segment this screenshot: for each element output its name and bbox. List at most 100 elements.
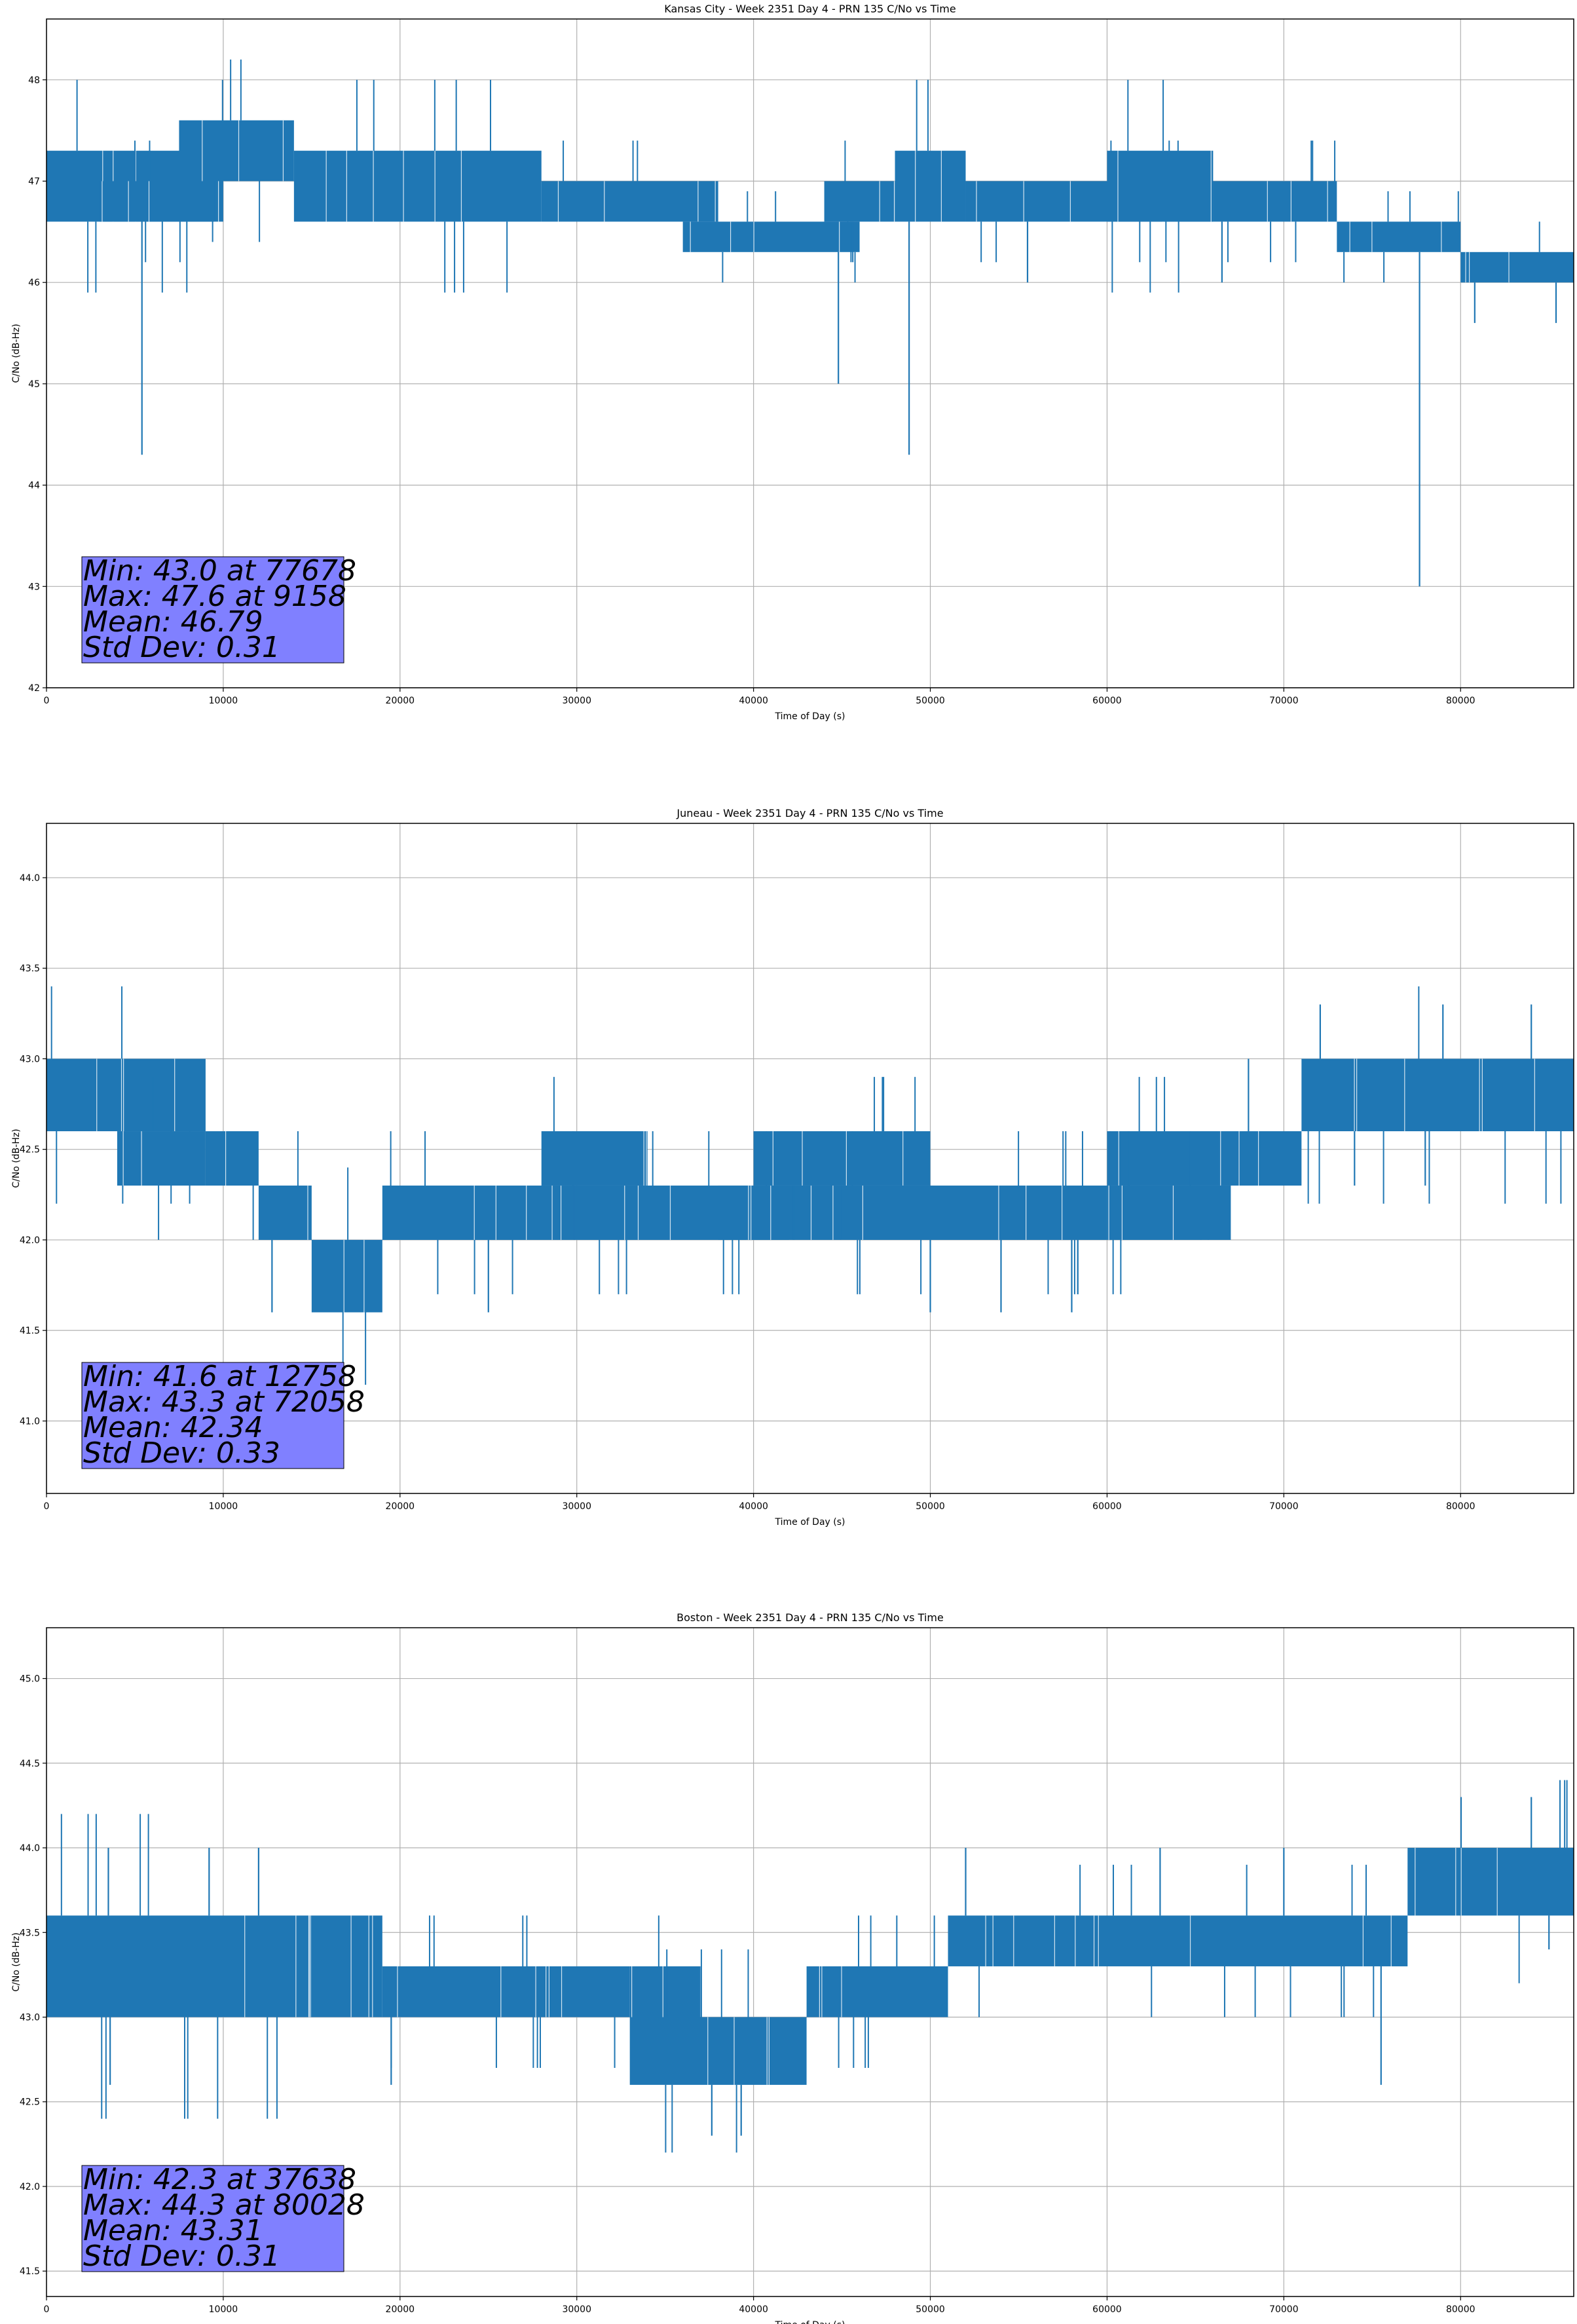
stats-mean-text: Mean: 42.34 [83,1411,263,1444]
data-band-segment [895,151,966,222]
y-tick-label: 42 [28,683,40,694]
y-tick-label: 43.5 [20,964,40,974]
y-tick-label: 41.5 [20,1326,40,1336]
data-band-segment [541,181,718,222]
chart-title: Kansas City - Week 2351 Day 4 - PRN 135 … [664,3,955,15]
x-tick-label: 10000 [209,696,238,706]
x-tick-label: 40000 [739,2304,768,2315]
x-tick-label: 40000 [739,696,768,706]
x-tick-label: 20000 [386,696,415,706]
data-band-segment [179,120,294,181]
plot-frame [46,823,1574,1494]
x-tick-label: 60000 [1092,1501,1122,1512]
y-tick-label: 41.0 [20,1416,40,1427]
chart-panel-2: 0 10000 20000 30000 40000 50000 60000 70000 8000… [11,1611,1574,2324]
x-tick-label: 70000 [1269,1501,1299,1512]
x-tick-label: 50000 [916,1501,945,1512]
y-tick-label: 41.5 [20,2266,40,2277]
x-axis-title: Time of Day (s) [775,1517,845,1527]
stats-max-text: Max: 47.6 at 9158 [83,580,346,613]
x-axis-title: Time of Day (s) [775,711,845,722]
data-band-segment [1460,252,1574,283]
data-band-segment [46,1059,206,1132]
x-tick-label: 40000 [739,1501,768,1512]
chart-panel-0: 0 10000 20000 30000 40000 50000 60000 70000 8000… [11,3,1574,722]
y-tick-label: 42.5 [20,1145,40,1155]
stats-mean-text: Mean: 46.79 [83,605,263,639]
stats-mean-text: Mean: 43.31 [83,2214,263,2247]
x-tick-label: 60000 [1092,696,1122,706]
data-band-segment [205,1131,259,1186]
chart-panel-1: 0 10000 20000 30000 40000 50000 60000 70000 8000… [11,807,1574,1527]
data-band-segment [258,1185,312,1240]
data-band-segment [629,1966,701,2017]
x-axis-title: Time of Day (s) [775,2320,845,2324]
y-axis-title: C/No (dB-Hz) [11,1129,22,1188]
stats-std-text: Std Dev: 0.31 [83,631,280,664]
data-series-cno [46,1780,1574,2153]
y-tick-label: 44.5 [20,1759,40,1769]
y-tick-label: 44.0 [20,1843,40,1854]
stats-box [81,1362,344,1469]
y-tick-label: 43.0 [20,1054,40,1064]
x-tick-label: 70000 [1269,2304,1299,2315]
x-tick-label: 30000 [562,1501,591,1512]
stats-max-text: Max: 44.3 at 80028 [83,2188,365,2222]
x-tick-label: 80000 [1446,2304,1475,2315]
y-tick-label: 43 [28,582,40,592]
y-tick-label: 42.0 [20,2182,40,2192]
y-tick-label: 42.5 [20,2097,40,2108]
x-tick-label: 80000 [1446,1501,1475,1512]
y-axis-title: C/No (dB-Hz) [11,324,22,383]
y-tick-label: 47 [28,177,40,187]
x-tick-label: 30000 [562,2304,591,2315]
data-band-segment [718,1185,1107,1240]
x-tick-label: 10000 [209,1501,238,1512]
data-band-segment [99,181,215,222]
y-tick-label: 45 [28,379,40,390]
data-band-segment [117,1131,206,1186]
y-tick-label: 46 [28,278,40,288]
data-band-segment [1107,1131,1302,1186]
x-tick-label: 50000 [916,696,945,706]
data-series-cno [46,59,1574,587]
stats-std-text: Std Dev: 0.33 [83,1436,280,1470]
data-band-segment [824,181,895,222]
stats-max-text: Max: 43.3 at 72058 [83,1385,365,1419]
data-band-segment [682,221,860,252]
data-band-segment [311,1239,382,1313]
plot-frame [46,18,1574,688]
data-band-segment [806,1966,948,2017]
x-tick-label: 80000 [1446,696,1475,706]
data-series-cno [46,986,1574,1385]
x-tick-label: 0 [44,1501,50,1512]
x-tick-label: 60000 [1092,2304,1122,2315]
data-band-segment [293,151,542,222]
stats-box [81,2165,344,2272]
y-tick-label: 44 [28,481,40,491]
stats-std-text: Std Dev: 0.31 [83,2240,280,2273]
y-tick-label: 45.0 [20,1674,40,1685]
y-axis-title: C/No (dB-Hz) [11,1932,22,1991]
data-band-segment [753,1131,931,1186]
x-tick-label: 10000 [209,2304,238,2315]
data-band-segment [46,1915,382,2017]
data-band-segment [1213,181,1337,222]
plot-frame [46,1627,1574,2297]
data-band-segment [1301,1059,1574,1132]
data-band-segment [541,1131,648,1186]
x-tick-label: 20000 [386,2304,415,2315]
data-band-segment [1407,1848,1574,1916]
x-tick-label: 30000 [562,696,591,706]
data-band-segment [1107,1185,1231,1240]
stats-min-text: Min: 43.0 at 77678 [83,554,356,588]
stats-box [81,556,344,664]
x-tick-label: 0 [44,2304,50,2315]
data-band-segment [382,1966,630,2017]
x-tick-label: 20000 [386,1501,415,1512]
stats-min-text: Min: 42.3 at 37638 [83,2163,356,2196]
data-band-segment [629,2017,807,2085]
y-tick-label: 43.5 [20,1928,40,1938]
data-band-segment [1107,151,1214,222]
